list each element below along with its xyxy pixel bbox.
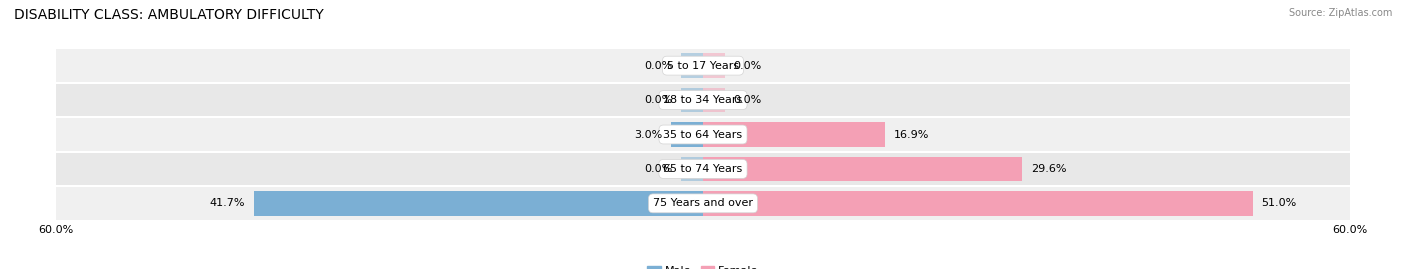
Text: 51.0%: 51.0% <box>1261 198 1296 208</box>
Bar <box>703 157 1022 181</box>
Text: 18 to 34 Years: 18 to 34 Years <box>664 95 742 105</box>
Text: 65 to 74 Years: 65 to 74 Years <box>664 164 742 174</box>
Text: 29.6%: 29.6% <box>1031 164 1066 174</box>
Text: 75 Years and over: 75 Years and over <box>652 198 754 208</box>
Bar <box>682 53 703 78</box>
Bar <box>703 88 724 112</box>
Text: DISABILITY CLASS: AMBULATORY DIFFICULTY: DISABILITY CLASS: AMBULATORY DIFFICULTY <box>14 8 323 22</box>
Bar <box>56 186 1350 221</box>
Bar <box>703 191 1253 216</box>
Text: 41.7%: 41.7% <box>209 198 245 208</box>
Bar <box>56 152 1350 186</box>
Text: 0.0%: 0.0% <box>644 164 673 174</box>
Text: 0.0%: 0.0% <box>644 95 673 105</box>
Text: 0.0%: 0.0% <box>733 61 762 71</box>
Bar <box>253 191 703 216</box>
Legend: Male, Female: Male, Female <box>643 261 763 269</box>
Bar <box>703 53 724 78</box>
Text: 5 to 17 Years: 5 to 17 Years <box>666 61 740 71</box>
Text: 16.9%: 16.9% <box>894 129 929 140</box>
Bar <box>703 122 886 147</box>
Bar <box>671 122 703 147</box>
Text: 0.0%: 0.0% <box>733 95 762 105</box>
Text: 0.0%: 0.0% <box>644 61 673 71</box>
Bar <box>56 117 1350 152</box>
Text: 35 to 64 Years: 35 to 64 Years <box>664 129 742 140</box>
Bar <box>56 48 1350 83</box>
Bar <box>682 157 703 181</box>
Text: Source: ZipAtlas.com: Source: ZipAtlas.com <box>1288 8 1392 18</box>
Text: 3.0%: 3.0% <box>634 129 662 140</box>
Bar <box>56 83 1350 117</box>
Bar <box>682 88 703 112</box>
